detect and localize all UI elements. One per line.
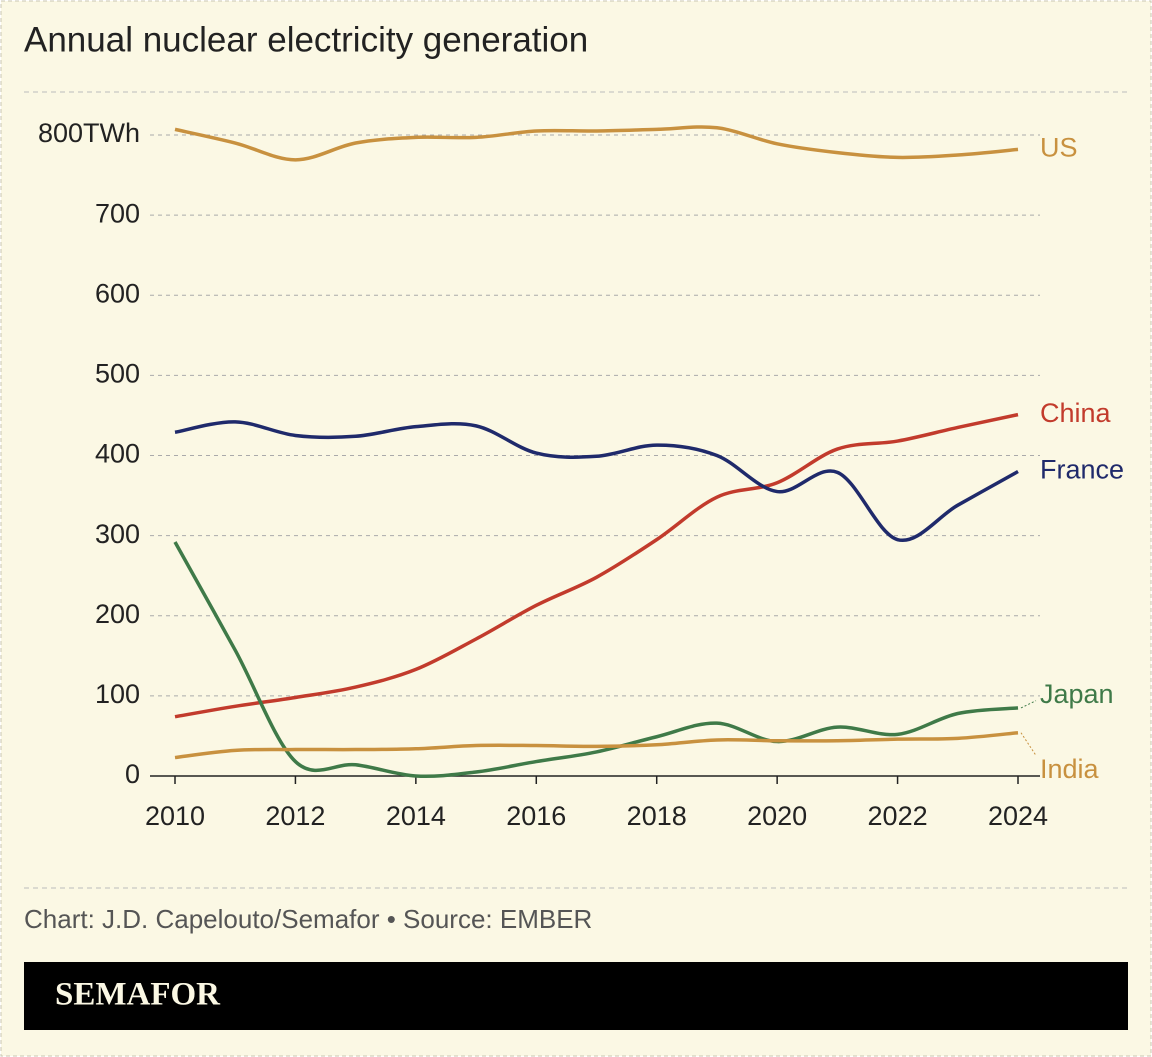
line: [174, 412, 1019, 719]
x-tick-label: 2012: [265, 801, 325, 831]
brand: SEMAFOR: [55, 977, 221, 1013]
x-tick-label: 2010: [145, 801, 205, 831]
chart-title: Annual nuclear electricity generation: [24, 20, 588, 59]
y-tick-label: 300: [95, 519, 140, 549]
x-tick-label: 2016: [506, 801, 566, 831]
line: [173, 541, 1019, 779]
line: [174, 730, 1019, 760]
y-tick-label: 700: [95, 198, 140, 228]
brand-bar: [24, 962, 1128, 1030]
x-tick-label: 2024: [988, 801, 1048, 831]
series-label: US: [1040, 133, 1078, 163]
line: [174, 420, 1019, 543]
y-tick-label: 500: [95, 359, 140, 389]
x-tick-label: 2018: [627, 801, 687, 831]
y-tick-label: 100: [95, 679, 140, 709]
x-tick-label: 2014: [386, 801, 446, 831]
series-label: China: [1040, 398, 1112, 428]
x-tick-label: 2022: [868, 801, 928, 831]
y-tick-label: 800TWh: [38, 118, 140, 148]
series-label: France: [1040, 455, 1124, 485]
leader: [1020, 732, 1037, 756]
x-tick-label: 2020: [747, 801, 807, 831]
series-label: India: [1040, 754, 1100, 784]
y-tick-label: 400: [95, 439, 140, 469]
credit: Chart: J.D. Capelouto/Semafor • Source: …: [24, 904, 592, 934]
line: [174, 125, 1019, 162]
y-tick-label: 0: [125, 759, 140, 789]
leader: [1020, 700, 1037, 709]
series-label: Japan: [1040, 679, 1114, 709]
y-tick-label: 200: [95, 599, 140, 629]
y-tick-label: 600: [95, 278, 140, 308]
